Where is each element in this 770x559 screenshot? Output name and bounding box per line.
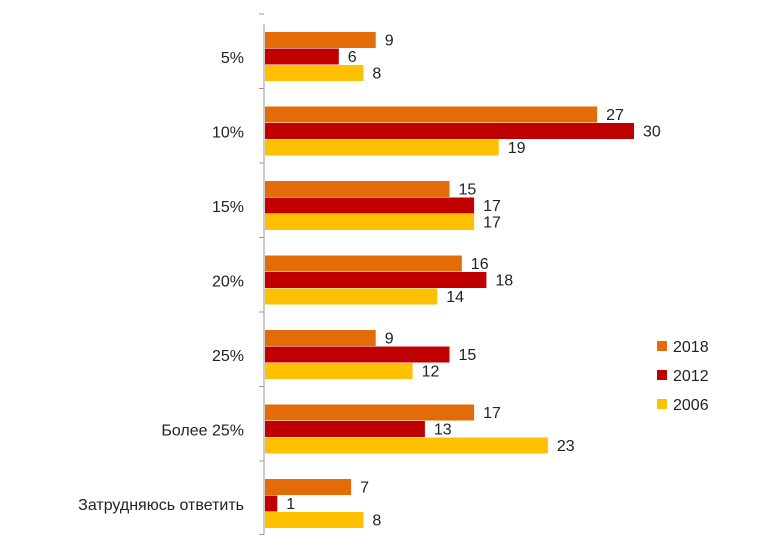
data-label: 15: [459, 347, 477, 364]
bar-2012-3: [265, 272, 487, 288]
legend-label-2006: 2006: [673, 397, 709, 414]
bar-2006-2: [265, 214, 475, 230]
bar-2006-6: [265, 512, 364, 528]
bar-2012-6: [265, 495, 278, 512]
data-label: 17: [483, 198, 501, 215]
bar-2018-6: [265, 479, 352, 495]
bar-2006-5: [265, 437, 548, 454]
data-label: 17: [483, 405, 501, 422]
data-label: 23: [557, 438, 575, 455]
bar-2018-1: [265, 106, 598, 123]
data-label: 6: [348, 49, 357, 66]
legend-swatch-2012: [657, 370, 667, 380]
bar-2012-0: [265, 48, 339, 65]
legend-label-2018: 2018: [673, 339, 709, 356]
bar-2018-3: [265, 255, 462, 272]
legend-swatch-2006: [657, 399, 667, 409]
axis-layer: [259, 13, 265, 535]
data-label: 15: [459, 182, 477, 199]
category-label: 15%: [212, 199, 244, 216]
category-label: 25%: [212, 348, 244, 365]
legend-label-2012: 2012: [673, 368, 709, 385]
legend: 2018 2012 2006: [657, 339, 709, 414]
data-label: 16: [471, 256, 489, 273]
data-label: 17: [483, 215, 501, 232]
bar-2012-1: [265, 123, 634, 139]
bars-layer: [265, 32, 634, 528]
legend-swatch-2018: [657, 341, 667, 351]
bar-2018-2: [265, 181, 450, 197]
bar-2006-1: [265, 139, 499, 156]
data-label: 12: [422, 364, 440, 381]
data-label: 13: [434, 422, 452, 439]
data-label: 19: [508, 140, 526, 157]
category-label: Более 25%: [161, 422, 244, 439]
bar-2018-4: [265, 330, 376, 346]
bar-2006-3: [265, 288, 438, 305]
category-label: 20%: [212, 273, 244, 290]
data-label: 8: [372, 66, 381, 83]
data-label: 30: [643, 124, 661, 141]
bar-2006-4: [265, 363, 413, 379]
data-label: 14: [446, 289, 464, 306]
bar-2012-4: [265, 346, 450, 363]
data-label: 9: [385, 331, 394, 348]
data-label: 1: [286, 496, 295, 513]
bar-2012-2: [265, 197, 475, 214]
labels-layer: 5%96810%27301915%15171720%16181425%91512…: [78, 33, 661, 530]
bar-2018-0: [265, 32, 376, 48]
data-label: 9: [385, 33, 394, 50]
data-label: 27: [606, 107, 624, 124]
bar-2018-5: [265, 404, 475, 421]
bar-2006-0: [265, 65, 364, 81]
data-label: 18: [495, 273, 513, 290]
category-label: Затрудняюсь ответить: [78, 497, 244, 514]
data-label: 7: [360, 480, 369, 497]
category-label: 10%: [212, 124, 244, 141]
bar-2012-5: [265, 421, 425, 437]
category-label: 5%: [221, 50, 244, 67]
data-label: 8: [372, 513, 381, 530]
